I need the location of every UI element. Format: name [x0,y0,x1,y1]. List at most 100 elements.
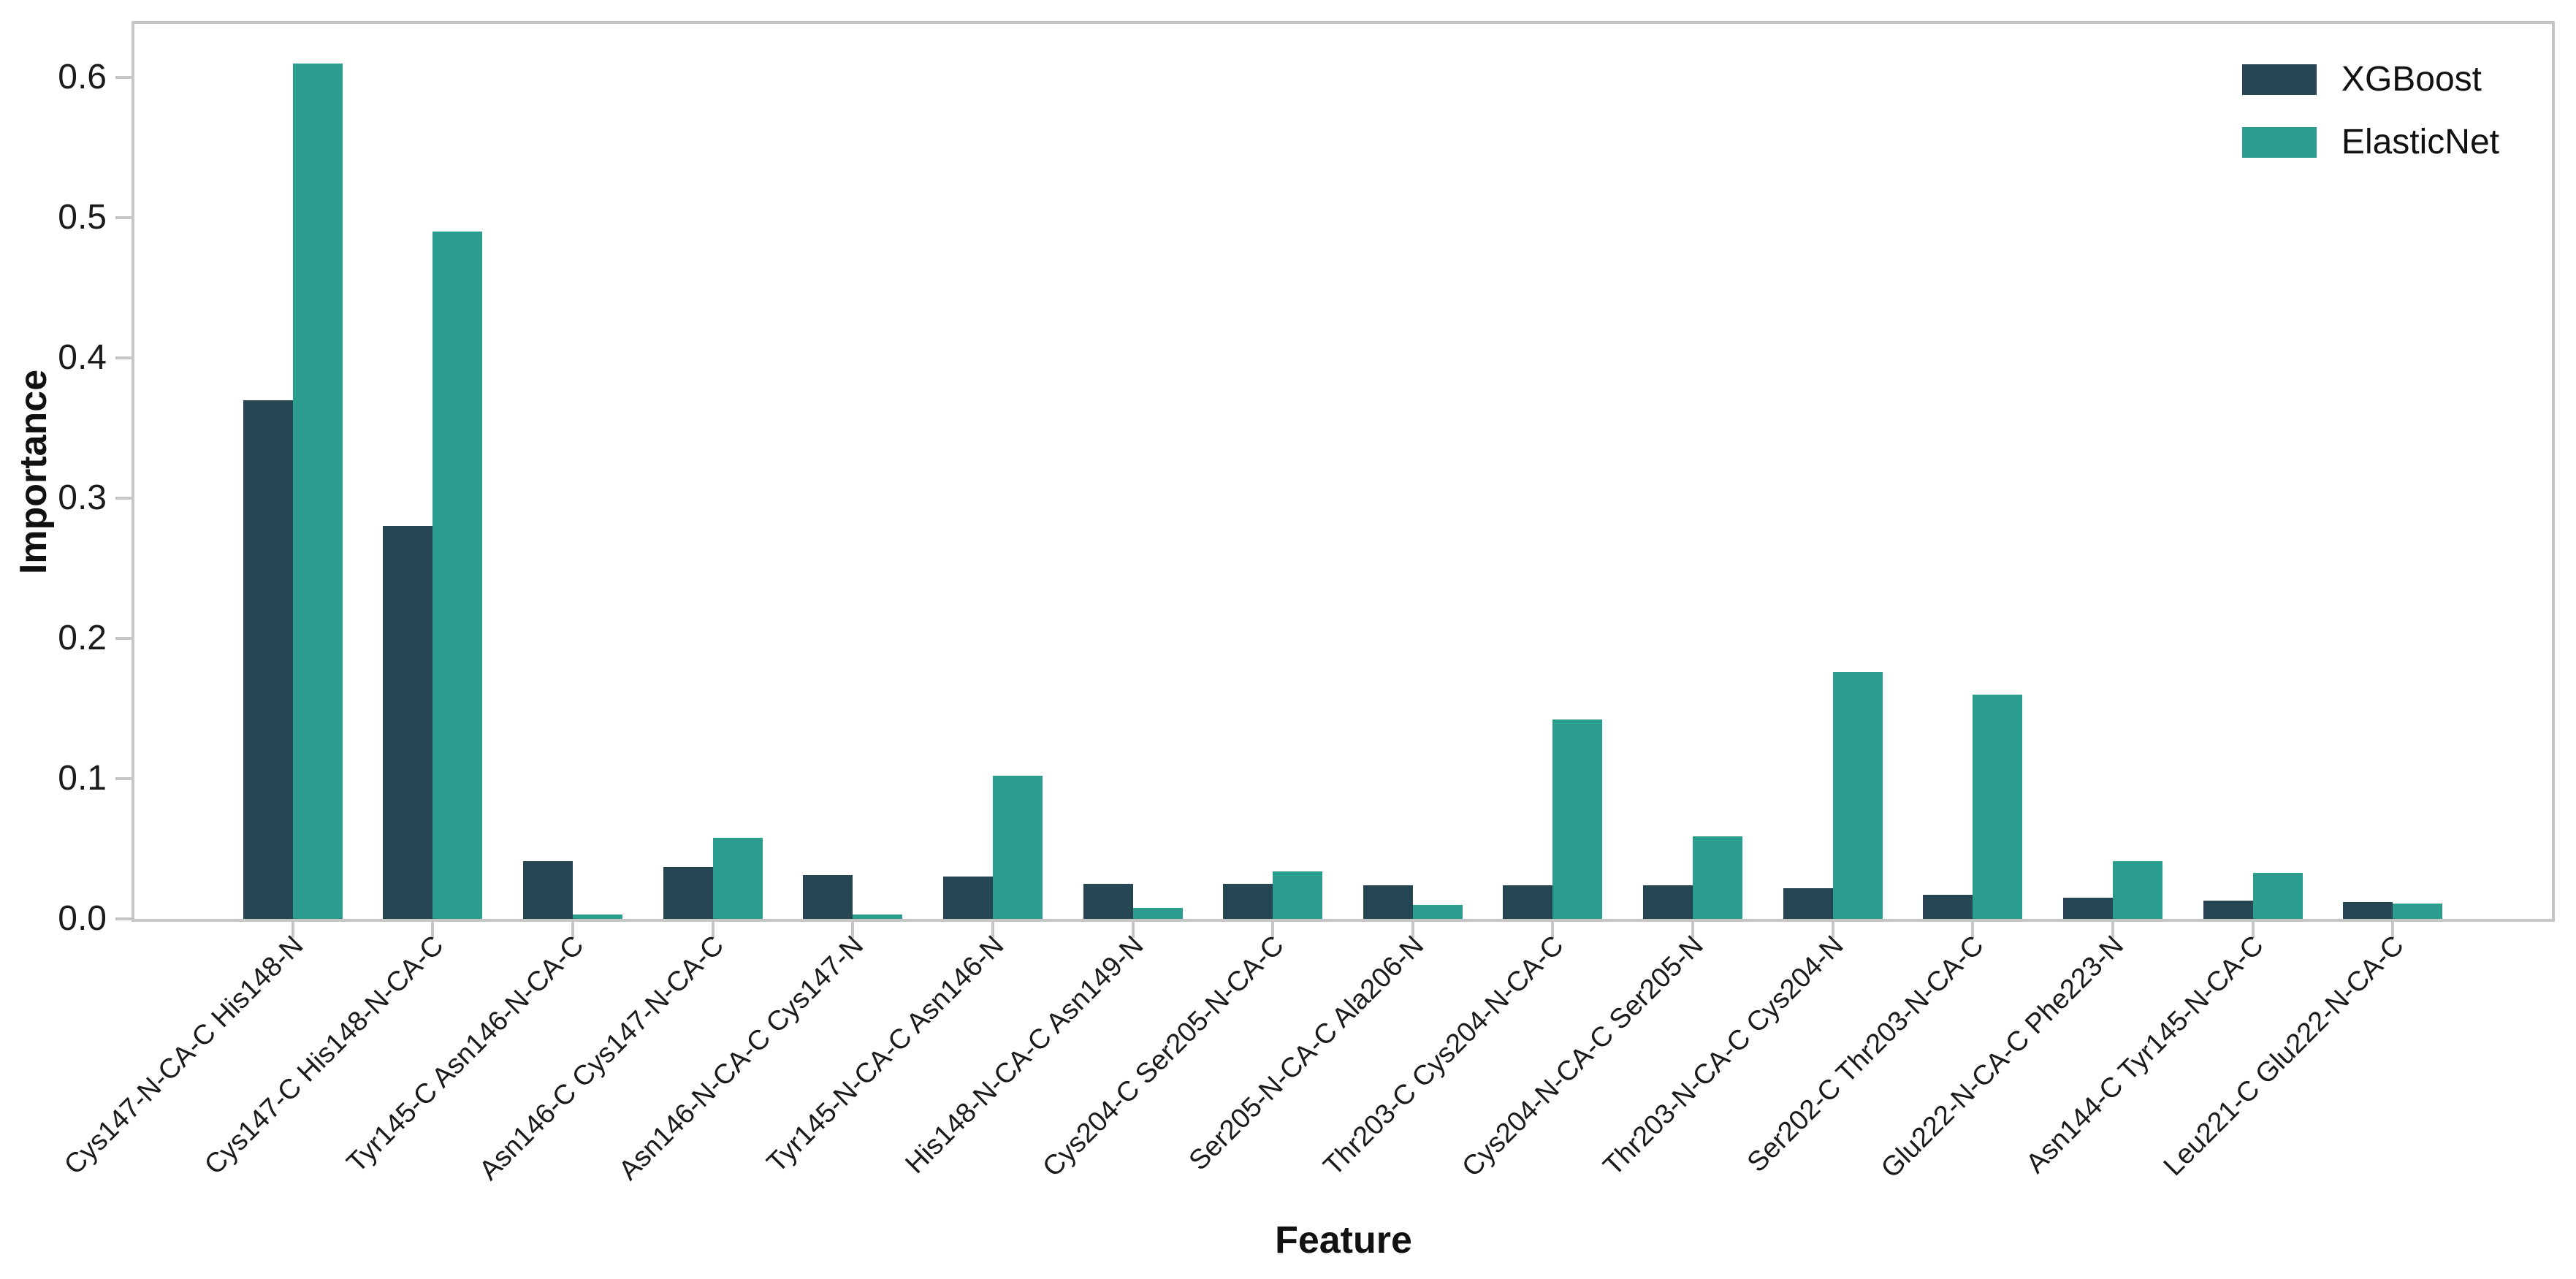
bar-elasticnet-3 [572,915,622,919]
bar-elasticnet-6 [992,776,1043,919]
y-tick-label: 0.6 [58,57,107,96]
bar-xgboost-10 [1503,885,1553,919]
bar-elasticnet-4 [712,837,763,919]
bar-xgboost-6 [942,877,993,919]
legend-label-xgboost: XGBoost [2341,60,2482,99]
bar-group [942,24,1043,919]
x-tick-label: Asn146-N-CA-C Cys147-N [613,930,870,1187]
x-tick-mark [2251,922,2255,938]
y-tick-label: 0.3 [58,478,107,517]
bar-group [1783,24,1883,919]
x-tick-mark [571,922,574,938]
bar-xgboost-9 [1363,885,1413,919]
bar-group [1643,24,1743,919]
bar-xgboost-1 [243,400,293,919]
legend-item-xgboost: XGBoost [2241,60,2499,99]
bar-elasticnet-9 [1412,904,1463,919]
bar-elasticnet-7 [1132,907,1183,919]
x-tick-label: Glu222-N-CA-C Phe223-N [1875,930,2130,1185]
x-tick-label: Tyr145-C Asn146-N-CA-C [340,930,590,1179]
bar-elasticnet-12 [1832,672,1883,919]
x-tick-mark [1411,922,1414,938]
y-tick-label: 0.0 [58,899,107,938]
y-axis-title: Importance [12,369,55,575]
bar-xgboost-4 [663,866,713,919]
bar-xgboost-12 [1783,887,1833,919]
x-tick-mark [1831,922,1834,938]
plot-area: XGBoost ElasticNet 0.0 0.1 0.2 0.3 0.4 0.5 0.6… [58,21,2555,1186]
x-tick-mark [1131,922,1135,938]
x-tick-label: Thr203-N-CA-C Cys204-N [1598,930,1850,1183]
x-tick-mark [2111,922,2115,938]
bar-group [663,24,763,919]
x-tick-label: Ser205-N-CA-C Ala206-N [1183,930,1430,1177]
x-tick-label: Asn144-C Tyr145-N-CA-C [2020,930,2270,1180]
x-tick-label: Thr203-C Cys204-N-CA-C [1317,930,1570,1183]
x-tick-label: Cys204-C Ser205-N-CA-C [1036,930,1290,1183]
x-tick-mark [431,922,435,938]
x-tick-mark [1551,922,1555,938]
x-tick-mark [991,922,994,938]
bar-elasticnet-1 [292,63,343,919]
y-tick-mark [115,637,132,640]
bar-elasticnet-5 [853,915,903,919]
bar-group [2343,24,2443,919]
bar-xgboost-5 [803,875,853,919]
bar-xgboost-2 [383,526,433,919]
bar-elasticnet-10 [1552,719,1603,919]
legend: XGBoost ElasticNet [2241,60,2499,161]
x-tick-mark [1271,922,1275,938]
y-tick-mark [115,917,132,920]
bar-group [2203,24,2303,919]
x-tick-mark [291,922,294,938]
y-tick-mark [115,496,132,500]
x-tick-label: Cys204-N-CA-C Ser205-N [1456,930,1710,1183]
legend-label-elasticnet: ElasticNet [2341,123,2499,161]
bar-xgboost-14 [2063,898,2114,919]
x-tick-label: Tyr145-N-CA-C Asn146-N [761,930,1010,1179]
y-tick-mark [115,777,132,780]
x-tick-label: Cys147-N-CA-C His148-N [58,930,310,1181]
bar-elasticnet-16 [2393,903,2443,919]
bar-group [243,24,343,919]
y-tick-mark [115,215,132,219]
x-tick-mark [851,922,855,938]
bar-xgboost-13 [1923,895,1973,919]
y-tick-label: 0.2 [58,619,107,657]
bars-layer [134,24,2552,919]
bar-xgboost-16 [2343,901,2393,919]
legend-item-elasticnet: ElasticNet [2241,123,2499,161]
bar-group [803,24,903,919]
x-tick-mark [1971,922,1975,938]
bar-group [522,24,622,919]
x-tick-label: Ser202-C Thr203-N-CA-C [1741,930,1990,1179]
y-tick-label: 0.5 [58,197,107,237]
bar-group [1223,24,1323,919]
x-tick-label: Cys147-C His148-N-CA-C [198,930,450,1181]
bar-group [1363,24,1463,919]
x-tick-label: His148-N-CA-C Asn149-N [899,930,1150,1180]
x-tick-label: Asn146-C Cys147-N-CA-C [473,930,730,1187]
bar-xgboost-8 [1223,884,1273,919]
bar-xgboost-11 [1643,885,1693,919]
bar-elasticnet-11 [1693,836,1743,919]
y-tick-mark [115,356,132,359]
bar-xgboost-15 [2203,901,2253,919]
y-tick-label: 0.4 [58,337,107,377]
x-tick-mark [2391,922,2395,938]
bar-elasticnet-14 [2113,861,2163,919]
bar-group [2063,24,2163,919]
bar-group [1923,24,2023,919]
legend-swatch-elasticnet [2241,127,2317,158]
bar-xgboost-7 [1083,884,1133,919]
x-axis-title: Feature [1275,1219,1412,1261]
x-tick-mark [1691,922,1695,938]
bar-elasticnet-13 [1973,694,2023,919]
y-tick-label: 0.1 [58,759,107,798]
bar-xgboost-3 [522,861,573,919]
bar-elasticnet-2 [432,232,483,919]
bar-elasticnet-8 [1273,871,1323,919]
bar-group [383,24,483,919]
y-tick-mark [115,75,132,79]
